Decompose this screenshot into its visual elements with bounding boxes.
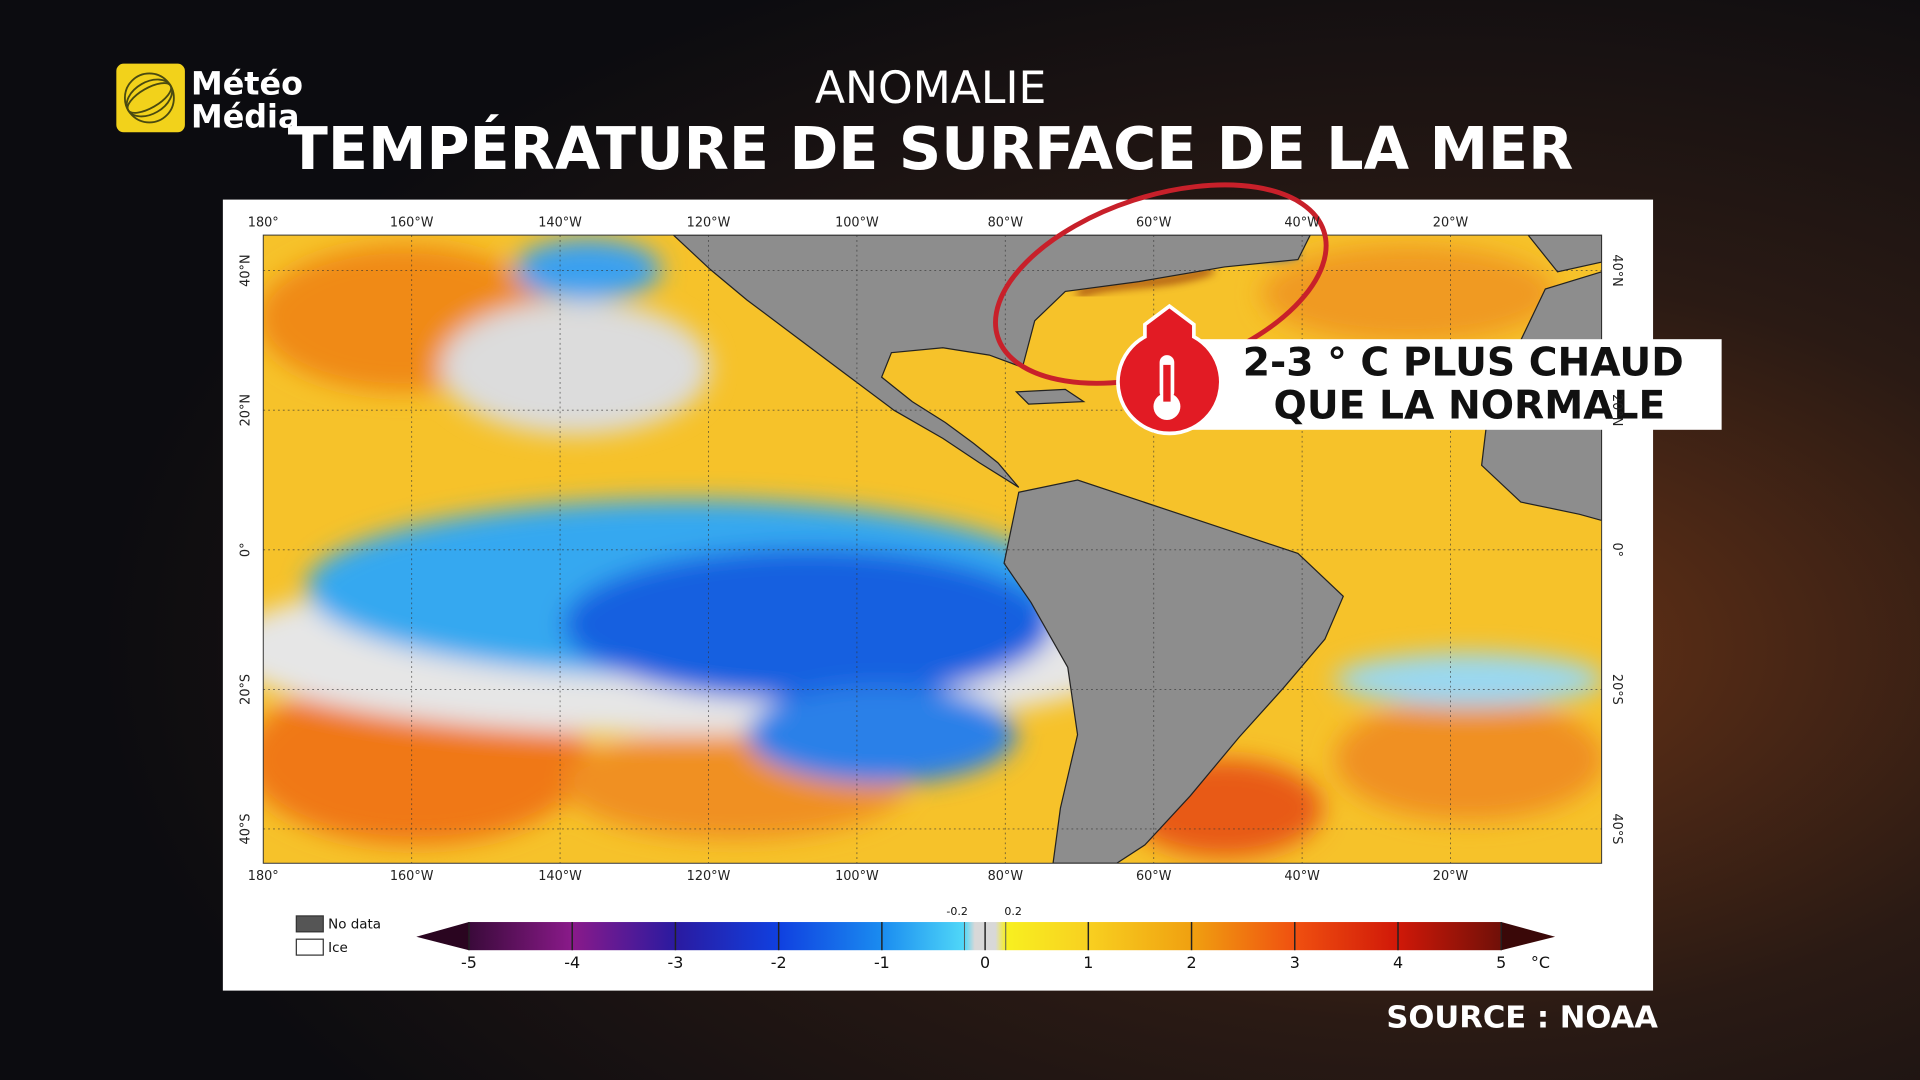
colorbar-tick-label: 0.2 — [1004, 905, 1022, 918]
callout-text: 2-3 ° C PLUS CHAUD — [1243, 340, 1684, 385]
longitude-label: 100°W — [835, 215, 879, 230]
latitude-label: 40°N — [239, 254, 254, 286]
latitude-label: 40°S — [1609, 814, 1624, 845]
longitude-label: 160°W — [390, 215, 434, 230]
colorbar-tick-label: 5 — [1496, 953, 1506, 972]
longitude-label: 160°W — [390, 869, 434, 884]
longitude-label: 80°W — [988, 215, 1024, 230]
thermometer-level — [1163, 364, 1171, 402]
longitude-label: 80°W — [988, 869, 1024, 884]
longitude-label: 20°W — [1433, 215, 1469, 230]
longitude-label: 120°W — [687, 215, 731, 230]
callout-text: QUE LA NORMALE — [1274, 383, 1666, 428]
longitude-label: 140°W — [538, 869, 582, 884]
legend-label: Ice — [328, 941, 348, 956]
logo-text: Média — [191, 97, 299, 135]
legend-swatch — [295, 915, 324, 933]
colorbar-tick-label: 4 — [1393, 953, 1403, 972]
colorbar-extend — [1501, 922, 1556, 951]
latitude-label: 20°S — [239, 674, 254, 705]
colorbar-tick-label: 1 — [1083, 953, 1093, 972]
title: TEMPÉRATURE DE SURFACE DE LA MER — [288, 114, 1574, 183]
colorbar-tick-label: -3 — [667, 953, 683, 972]
colorbar-tick-label: -2 — [771, 953, 787, 972]
sst-map — [263, 235, 1602, 864]
longitude-label: 20°W — [1433, 869, 1469, 884]
longitude-label: 180° — [248, 215, 279, 230]
source: SOURCE : NOAA — [1386, 1000, 1658, 1035]
colorbar-tick-label: -0.2 — [946, 905, 968, 918]
colorbar-tick-label: 3 — [1290, 953, 1300, 972]
legend-label: No data — [328, 917, 381, 932]
callout-box — [1190, 339, 1722, 430]
latitude-label: 40°N — [1609, 254, 1624, 286]
longitude-label: 60°W — [1136, 869, 1172, 884]
latitude-label: 0° — [1609, 542, 1624, 557]
colorbar-tick-label: -5 — [461, 953, 477, 972]
latitude-label: 20°N — [1609, 394, 1624, 426]
latitude-label: 40°S — [239, 814, 254, 845]
colorbar-tick-label: -4 — [564, 953, 580, 972]
latitude-label: 20°S — [1609, 674, 1624, 705]
longitude-label: 140°W — [538, 215, 582, 230]
colorbar-tick-label: -1 — [874, 953, 890, 972]
longitude-label: 40°W — [1284, 215, 1320, 230]
longitude-label: 60°W — [1136, 215, 1172, 230]
longitude-label: 40°W — [1284, 869, 1320, 884]
latitude-label: 20°N — [239, 394, 254, 426]
legend-swatch — [295, 938, 324, 956]
logo-text: Météo — [191, 64, 303, 102]
kicker: ANOMALIE — [815, 63, 1046, 114]
colorbar-unit: °C — [1531, 953, 1550, 972]
longitude-label: 120°W — [687, 869, 731, 884]
longitude-label: 180° — [248, 869, 279, 884]
colorbar-tick-label: 0 — [980, 953, 990, 972]
colorbar-tick-label: 2 — [1186, 953, 1196, 972]
logo-globe — [123, 72, 175, 124]
colorbar-extend — [416, 922, 469, 951]
latitude-label: 0° — [239, 542, 254, 557]
longitude-label: 100°W — [835, 869, 879, 884]
map-frame — [262, 234, 1603, 864]
